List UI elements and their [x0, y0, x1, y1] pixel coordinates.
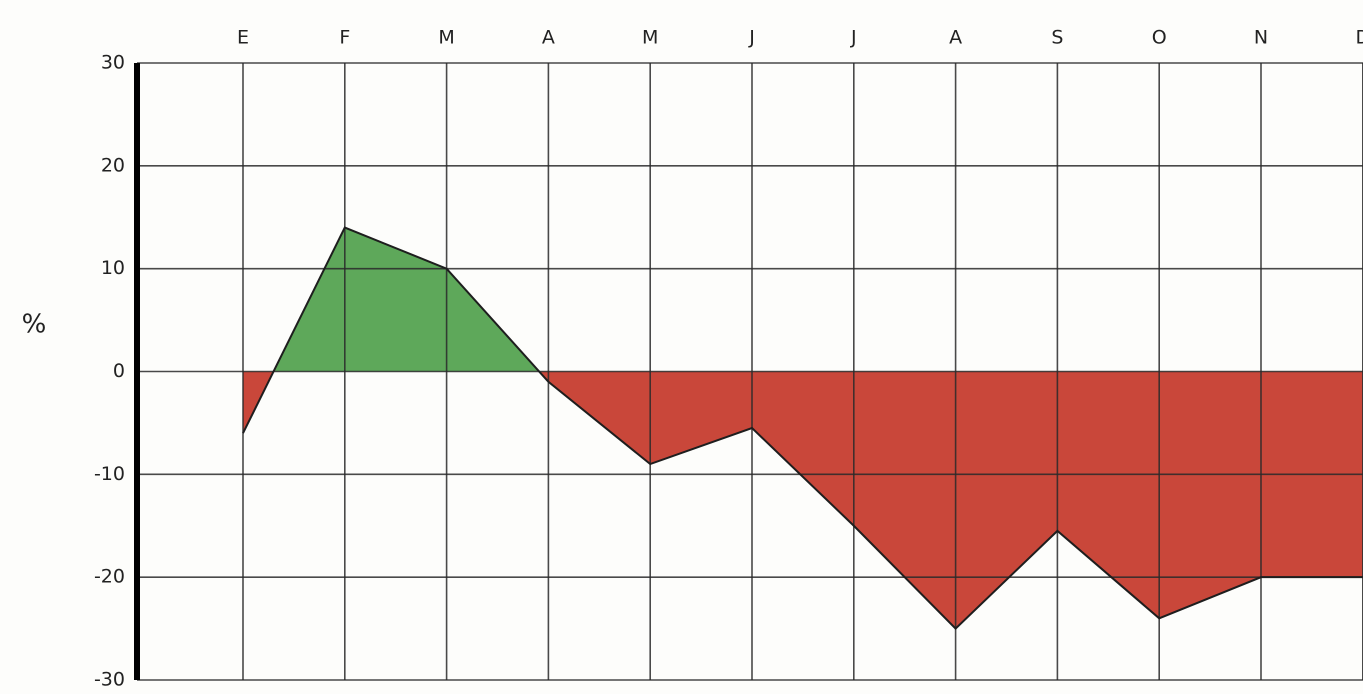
- y-tick-label: -20: [94, 566, 125, 588]
- x-tick-label: J: [850, 27, 857, 49]
- x-tick-label: M: [642, 27, 658, 49]
- x-tick-label: E: [237, 27, 249, 49]
- x-tick-label: D: [1355, 27, 1363, 49]
- x-tick-label: A: [542, 27, 555, 49]
- x-tick-label: F: [339, 27, 350, 49]
- y-axis-label: %: [22, 310, 47, 340]
- y-tick-label: 20: [101, 154, 125, 176]
- x-tick-label: S: [1051, 27, 1063, 49]
- x-tick-label: O: [1152, 27, 1167, 49]
- x-tick-label: N: [1254, 27, 1268, 49]
- y-tick-label: 10: [101, 257, 125, 279]
- negative-area: [243, 371, 1363, 629]
- x-tick-label: A: [949, 27, 962, 49]
- positive-area: [243, 227, 1363, 372]
- y-tick-label: 0: [113, 360, 125, 382]
- x-tick-label: M: [438, 27, 454, 49]
- x-tick-label: J: [748, 27, 755, 49]
- y-tick-label: 30: [101, 52, 125, 74]
- y-tick-label: -10: [94, 463, 125, 485]
- line: [242, 226, 1363, 630]
- y-tick-label: -30: [94, 669, 125, 691]
